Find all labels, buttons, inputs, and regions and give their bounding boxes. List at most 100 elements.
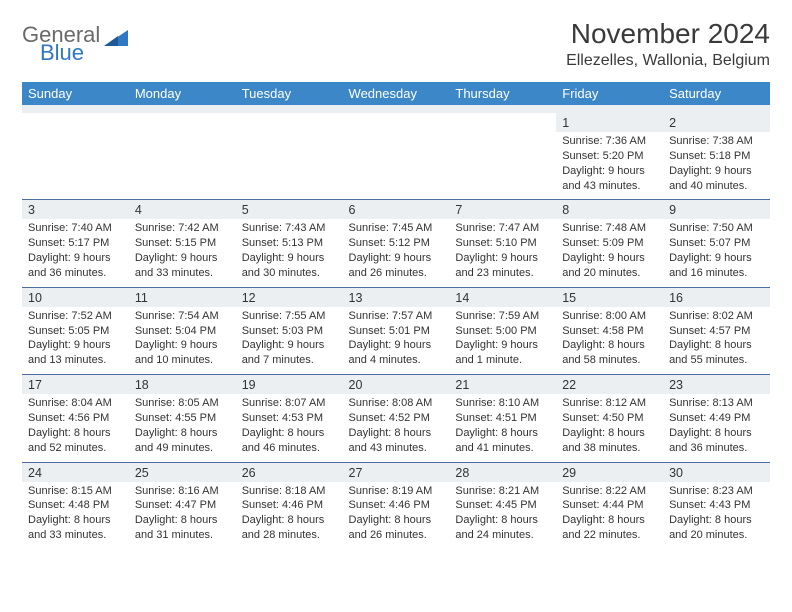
day-detail-cell: Sunrise: 8:18 AMSunset: 4:46 PMDaylight:… — [236, 482, 343, 549]
col-saturday: Saturday — [663, 82, 770, 105]
sunrise-text: Sunrise: 8:12 AM — [562, 396, 657, 411]
sunrise-text: Sunrise: 7:43 AM — [242, 221, 337, 236]
sunset-text: Sunset: 4:44 PM — [562, 498, 657, 513]
sunrise-text: Sunrise: 8:16 AM — [135, 484, 230, 499]
day-detail-cell: Sunrise: 8:12 AMSunset: 4:50 PMDaylight:… — [556, 394, 663, 462]
sunrise-text: Sunrise: 7:38 AM — [669, 134, 764, 149]
col-friday: Friday — [556, 82, 663, 105]
day-number-cell: 26 — [236, 463, 343, 482]
day-detail-cell: Sunrise: 8:13 AMSunset: 4:49 PMDaylight:… — [663, 394, 770, 462]
day-number-cell: 24 — [22, 463, 129, 482]
sunrise-text: Sunrise: 7:48 AM — [562, 221, 657, 236]
header: General Blue November 2024 Ellezelles, W… — [22, 18, 770, 70]
sunrise-text: Sunrise: 8:08 AM — [349, 396, 444, 411]
sunrise-text: Sunrise: 7:57 AM — [349, 309, 444, 324]
detail-row: Sunrise: 7:36 AMSunset: 5:20 PMDaylight:… — [22, 132, 770, 200]
sunset-text: Sunset: 5:05 PM — [28, 324, 123, 339]
daylight-text: Daylight: 8 hours and 58 minutes. — [562, 338, 657, 368]
daylight-text: Daylight: 9 hours and 7 minutes. — [242, 338, 337, 368]
day-number-cell: 28 — [449, 463, 556, 482]
calendar-header-row: Sunday Monday Tuesday Wednesday Thursday… — [22, 82, 770, 105]
daylight-text: Daylight: 8 hours and 28 minutes. — [242, 513, 337, 543]
day-number-cell: 20 — [343, 375, 450, 394]
title-block: November 2024 Ellezelles, Wallonia, Belg… — [566, 18, 770, 70]
sunset-text: Sunset: 4:56 PM — [28, 411, 123, 426]
day-number-cell: 21 — [449, 375, 556, 394]
logo-triangle-icon — [104, 28, 130, 48]
daylight-text: Daylight: 8 hours and 49 minutes. — [135, 426, 230, 456]
day-detail-cell: Sunrise: 8:00 AMSunset: 4:58 PMDaylight:… — [556, 307, 663, 375]
sunrise-text: Sunrise: 7:50 AM — [669, 221, 764, 236]
daylight-text: Daylight: 9 hours and 10 minutes. — [135, 338, 230, 368]
daylight-text: Daylight: 8 hours and 38 minutes. — [562, 426, 657, 456]
sunrise-text: Sunrise: 8:18 AM — [242, 484, 337, 499]
daylight-text: Daylight: 9 hours and 13 minutes. — [28, 338, 123, 368]
sunrise-text: Sunrise: 8:15 AM — [28, 484, 123, 499]
daylight-text: Daylight: 8 hours and 36 minutes. — [669, 426, 764, 456]
sunrise-text: Sunrise: 7:47 AM — [455, 221, 550, 236]
day-number-cell — [129, 113, 236, 132]
day-number-cell: 19 — [236, 375, 343, 394]
sunrise-text: Sunrise: 8:02 AM — [669, 309, 764, 324]
detail-row: Sunrise: 8:04 AMSunset: 4:56 PMDaylight:… — [22, 394, 770, 462]
day-detail-cell: Sunrise: 7:48 AMSunset: 5:09 PMDaylight:… — [556, 219, 663, 287]
sunrise-text: Sunrise: 8:23 AM — [669, 484, 764, 499]
sunset-text: Sunset: 5:04 PM — [135, 324, 230, 339]
day-number-cell: 6 — [343, 200, 450, 219]
brand-logo: General Blue — [22, 18, 130, 64]
sunset-text: Sunset: 5:09 PM — [562, 236, 657, 251]
day-detail-cell: Sunrise: 8:04 AMSunset: 4:56 PMDaylight:… — [22, 394, 129, 462]
sunset-text: Sunset: 5:20 PM — [562, 149, 657, 164]
day-detail-cell: Sunrise: 7:57 AMSunset: 5:01 PMDaylight:… — [343, 307, 450, 375]
day-detail-cell: Sunrise: 8:16 AMSunset: 4:47 PMDaylight:… — [129, 482, 236, 549]
sunset-text: Sunset: 5:15 PM — [135, 236, 230, 251]
day-detail-cell — [449, 132, 556, 200]
col-monday: Monday — [129, 82, 236, 105]
sunrise-text: Sunrise: 8:22 AM — [562, 484, 657, 499]
sunrise-text: Sunrise: 8:07 AM — [242, 396, 337, 411]
sunrise-text: Sunrise: 7:42 AM — [135, 221, 230, 236]
daylight-text: Daylight: 9 hours and 30 minutes. — [242, 251, 337, 281]
day-number-cell: 10 — [22, 288, 129, 307]
day-detail-cell — [236, 132, 343, 200]
daynum-row: 10111213141516 — [22, 288, 770, 307]
daylight-text: Daylight: 8 hours and 20 minutes. — [669, 513, 764, 543]
sunrise-text: Sunrise: 8:10 AM — [455, 396, 550, 411]
day-detail-cell: Sunrise: 7:47 AMSunset: 5:10 PMDaylight:… — [449, 219, 556, 287]
daylight-text: Daylight: 9 hours and 26 minutes. — [349, 251, 444, 281]
day-number-cell: 27 — [343, 463, 450, 482]
day-number-cell: 29 — [556, 463, 663, 482]
sunset-text: Sunset: 4:46 PM — [242, 498, 337, 513]
day-detail-cell — [22, 132, 129, 200]
sunrise-text: Sunrise: 8:21 AM — [455, 484, 550, 499]
sunset-text: Sunset: 4:45 PM — [455, 498, 550, 513]
sunset-text: Sunset: 4:51 PM — [455, 411, 550, 426]
sunset-text: Sunset: 5:17 PM — [28, 236, 123, 251]
daylight-text: Daylight: 9 hours and 33 minutes. — [135, 251, 230, 281]
sunrise-text: Sunrise: 7:55 AM — [242, 309, 337, 324]
day-detail-cell: Sunrise: 8:15 AMSunset: 4:48 PMDaylight:… — [22, 482, 129, 549]
day-detail-cell: Sunrise: 7:54 AMSunset: 5:04 PMDaylight:… — [129, 307, 236, 375]
sunset-text: Sunset: 5:10 PM — [455, 236, 550, 251]
sunrise-text: Sunrise: 8:05 AM — [135, 396, 230, 411]
day-number-cell: 2 — [663, 113, 770, 132]
sunrise-text: Sunrise: 7:54 AM — [135, 309, 230, 324]
daylight-text: Daylight: 9 hours and 16 minutes. — [669, 251, 764, 281]
daylight-text: Daylight: 8 hours and 46 minutes. — [242, 426, 337, 456]
sunrise-text: Sunrise: 7:36 AM — [562, 134, 657, 149]
day-number-cell: 16 — [663, 288, 770, 307]
detail-row: Sunrise: 8:15 AMSunset: 4:48 PMDaylight:… — [22, 482, 770, 549]
day-number-cell: 22 — [556, 375, 663, 394]
sunset-text: Sunset: 5:07 PM — [669, 236, 764, 251]
sunset-text: Sunset: 5:01 PM — [349, 324, 444, 339]
day-number-cell: 11 — [129, 288, 236, 307]
col-thursday: Thursday — [449, 82, 556, 105]
daynum-row: 12 — [22, 113, 770, 132]
detail-row: Sunrise: 7:52 AMSunset: 5:05 PMDaylight:… — [22, 307, 770, 375]
day-detail-cell — [129, 132, 236, 200]
sunrise-text: Sunrise: 8:19 AM — [349, 484, 444, 499]
day-number-cell: 5 — [236, 200, 343, 219]
day-detail-cell: Sunrise: 7:45 AMSunset: 5:12 PMDaylight:… — [343, 219, 450, 287]
day-detail-cell: Sunrise: 8:05 AMSunset: 4:55 PMDaylight:… — [129, 394, 236, 462]
sunset-text: Sunset: 4:53 PM — [242, 411, 337, 426]
